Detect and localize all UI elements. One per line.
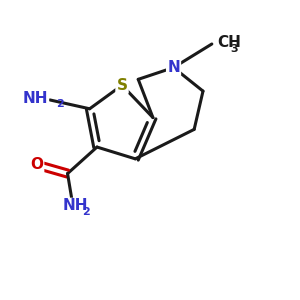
Text: N: N xyxy=(167,60,180,75)
Text: CH: CH xyxy=(218,35,242,50)
Text: NH: NH xyxy=(62,198,88,213)
Text: S: S xyxy=(116,78,128,93)
Text: O: O xyxy=(30,157,43,172)
Text: 3: 3 xyxy=(230,44,238,54)
Text: 2: 2 xyxy=(82,207,90,218)
Text: NH: NH xyxy=(23,91,48,106)
Text: 2: 2 xyxy=(56,99,64,110)
